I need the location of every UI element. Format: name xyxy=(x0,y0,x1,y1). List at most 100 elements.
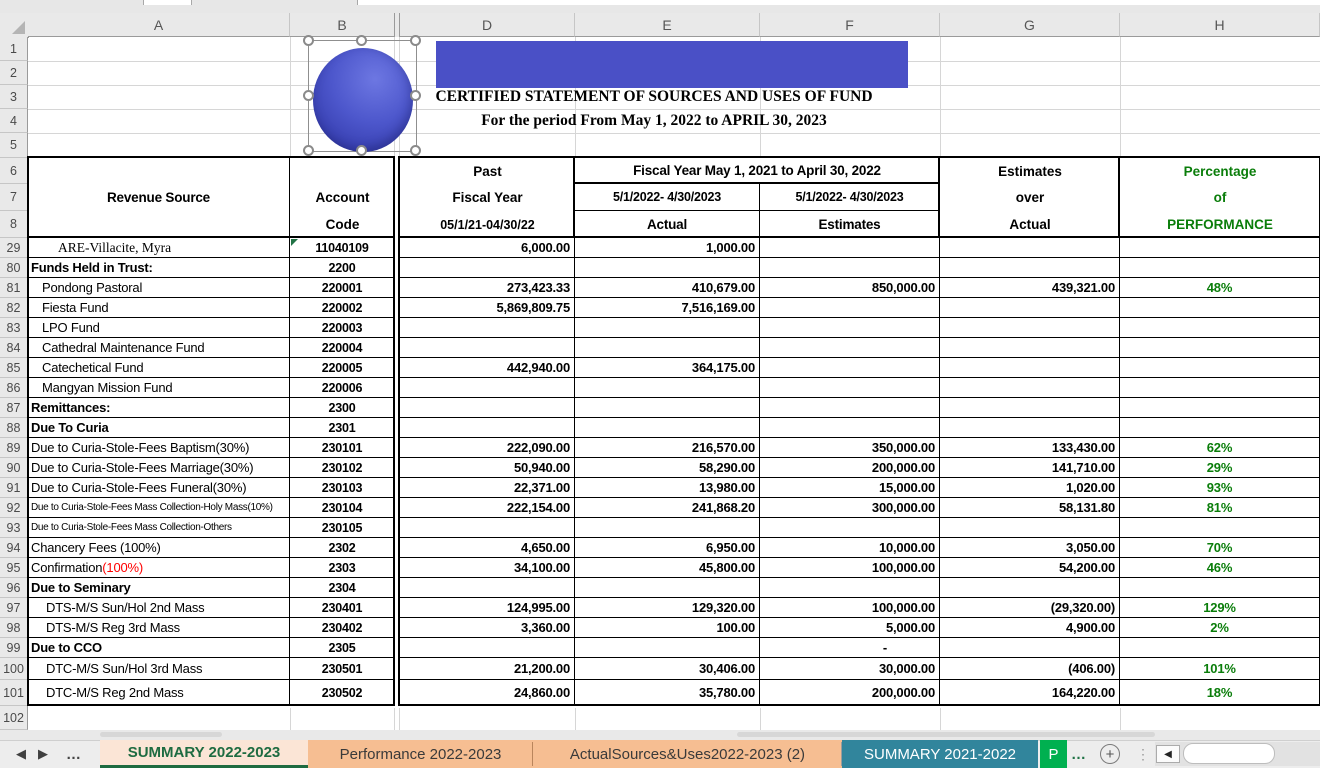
h-scroll-left-button[interactable]: ◀ xyxy=(1156,745,1180,763)
row-header-83[interactable]: 83 xyxy=(0,318,28,338)
cell-F101[interactable]: 200,000.00 xyxy=(760,680,940,706)
row-header-6[interactable]: 6 xyxy=(0,158,28,184)
cell-D99[interactable] xyxy=(400,638,575,658)
cell-G94[interactable]: 3,050.00 xyxy=(940,538,1120,558)
cell-B95[interactable]: 2303 xyxy=(290,558,395,578)
cell-B81[interactable]: 220001 xyxy=(290,278,395,298)
cell-G101[interactable]: 164,220.00 xyxy=(940,680,1120,706)
row-header-3[interactable]: 3 xyxy=(0,85,28,109)
cell-H98[interactable]: 2% xyxy=(1120,618,1320,638)
cell-H91[interactable]: 93% xyxy=(1120,478,1320,498)
cell-H80[interactable] xyxy=(1120,258,1320,278)
cell-A96[interactable]: Due to Seminary xyxy=(28,578,290,598)
cell-B91[interactable]: 230103 xyxy=(290,478,395,498)
cell-H96[interactable] xyxy=(1120,578,1320,598)
cell-F82[interactable] xyxy=(760,298,940,318)
cell-A90[interactable]: Due to Curia-Stole-Fees Marriage(30%) xyxy=(28,458,290,478)
row-header-91[interactable]: 91 xyxy=(0,478,28,498)
cell-A86[interactable]: Mangyan Mission Fund xyxy=(28,378,290,398)
cell-G87[interactable] xyxy=(940,398,1120,418)
cell-F100[interactable]: 30,000.00 xyxy=(760,658,940,680)
cell-H94[interactable]: 70% xyxy=(1120,538,1320,558)
cell-D86[interactable] xyxy=(400,378,575,398)
cell-A80[interactable]: Funds Held in Trust: xyxy=(28,258,290,278)
cell-E85[interactable]: 364,175.00 xyxy=(575,358,760,378)
cell-B90[interactable]: 230102 xyxy=(290,458,395,478)
cell-D82[interactable]: 5,869,809.75 xyxy=(400,298,575,318)
cell-A88[interactable]: Due To Curia xyxy=(28,418,290,438)
cell-F29[interactable] xyxy=(760,238,940,258)
row-header-100[interactable]: 100 xyxy=(0,658,28,680)
sheet-tab-performance-2022-2023[interactable]: Performance 2022-2023 xyxy=(308,740,533,768)
cell-A98[interactable]: DTS-M/S Reg 3rd Mass xyxy=(28,618,290,638)
cell-G82[interactable] xyxy=(940,298,1120,318)
cell-D94[interactable]: 4,650.00 xyxy=(400,538,575,558)
cell-A85[interactable]: Catechetical Fund xyxy=(28,358,290,378)
sheet-tab-summary-2022-2023[interactable]: SUMMARY 2022-2023 xyxy=(100,740,308,768)
cell-D83[interactable] xyxy=(400,318,575,338)
cell-B85[interactable]: 220005 xyxy=(290,358,395,378)
row-header-87[interactable]: 87 xyxy=(0,398,28,418)
tabbar-kebab-icon[interactable]: ⋮ xyxy=(1136,745,1151,762)
row-header-92[interactable]: 92 xyxy=(0,498,28,518)
row-header-8[interactable]: 8 xyxy=(0,211,28,238)
cell-E99[interactable] xyxy=(575,638,760,658)
blue-sphere-shape[interactable] xyxy=(313,48,413,152)
cell-H89[interactable]: 62% xyxy=(1120,438,1320,458)
selection-handle[interactable] xyxy=(303,145,314,156)
cell-F98[interactable]: 5,000.00 xyxy=(760,618,940,638)
cell-H90[interactable]: 29% xyxy=(1120,458,1320,478)
row-header-101[interactable]: 101 xyxy=(0,680,28,706)
cell-F85[interactable] xyxy=(760,358,940,378)
selection-handle[interactable] xyxy=(303,35,314,46)
cell-E101[interactable]: 35,780.00 xyxy=(575,680,760,706)
cell-F97[interactable]: 100,000.00 xyxy=(760,598,940,618)
cell-D98[interactable]: 3,360.00 xyxy=(400,618,575,638)
row-header-81[interactable]: 81 xyxy=(0,278,28,298)
cell-G96[interactable] xyxy=(940,578,1120,598)
col-header-E[interactable]: E xyxy=(575,13,760,37)
row-header-4[interactable]: 4 xyxy=(0,109,28,133)
cell-F90[interactable]: 200,000.00 xyxy=(760,458,940,478)
row-header-85[interactable]: 85 xyxy=(0,358,28,378)
row-header-7[interactable]: 7 xyxy=(0,184,28,211)
cell-F86[interactable] xyxy=(760,378,940,398)
cell-A92[interactable]: Due to Curia-Stole-Fees Mass Collection-… xyxy=(28,498,290,518)
cell-B87[interactable]: 2300 xyxy=(290,398,395,418)
cell-H82[interactable] xyxy=(1120,298,1320,318)
sheet-tab-summary-2021-2022[interactable]: SUMMARY 2021-2022 xyxy=(842,740,1038,768)
cell-A100[interactable]: DTC-M/S Sun/Hol 3rd Mass xyxy=(28,658,290,680)
header-f-label[interactable]: Estimates xyxy=(760,211,940,238)
cell-H97[interactable]: 129% xyxy=(1120,598,1320,618)
cell-D92[interactable]: 222,154.00 xyxy=(400,498,575,518)
row-header-97[interactable]: 97 xyxy=(0,598,28,618)
cell-G29[interactable] xyxy=(940,238,1120,258)
col-header-A[interactable]: A xyxy=(28,13,290,37)
cell-B92[interactable]: 230104 xyxy=(290,498,395,518)
row-header-90[interactable]: 90 xyxy=(0,458,28,478)
row-header-99[interactable]: 99 xyxy=(0,638,28,658)
cell-A91[interactable]: Due to Curia-Stole-Fees Funeral(30%) xyxy=(28,478,290,498)
cell-B89[interactable]: 230101 xyxy=(290,438,395,458)
cell-A81[interactable]: Pondong Pastoral xyxy=(28,278,290,298)
cell-G89[interactable]: 133,430.00 xyxy=(940,438,1120,458)
cell-G83[interactable] xyxy=(940,318,1120,338)
h-scrollbar-thumb[interactable] xyxy=(1183,743,1275,764)
cell-H81[interactable]: 48% xyxy=(1120,278,1320,298)
cell-G99[interactable] xyxy=(940,638,1120,658)
cell-B100[interactable]: 230501 xyxy=(290,658,395,680)
cell-B98[interactable]: 230402 xyxy=(290,618,395,638)
row-header-96[interactable]: 96 xyxy=(0,578,28,598)
cell-G97[interactable]: (29,320.00) xyxy=(940,598,1120,618)
cell-D81[interactable]: 273,423.33 xyxy=(400,278,575,298)
scrollbar-remnant[interactable] xyxy=(100,732,222,737)
sheet-nav-right-icon[interactable]: ▶ xyxy=(38,746,48,761)
cell-D84[interactable] xyxy=(400,338,575,358)
row-header-84[interactable]: 84 xyxy=(0,338,28,358)
selection-handle[interactable] xyxy=(410,35,421,46)
cell-D29[interactable]: 6,000.00 xyxy=(400,238,575,258)
cell-H92[interactable]: 81% xyxy=(1120,498,1320,518)
cell-B29[interactable]: 11040109 xyxy=(290,238,395,258)
sheet-tab-actualsources-uses2022-2023-2[interactable]: ActualSources&Uses2022-2023 (2) xyxy=(533,740,842,768)
cell-E87[interactable] xyxy=(575,398,760,418)
